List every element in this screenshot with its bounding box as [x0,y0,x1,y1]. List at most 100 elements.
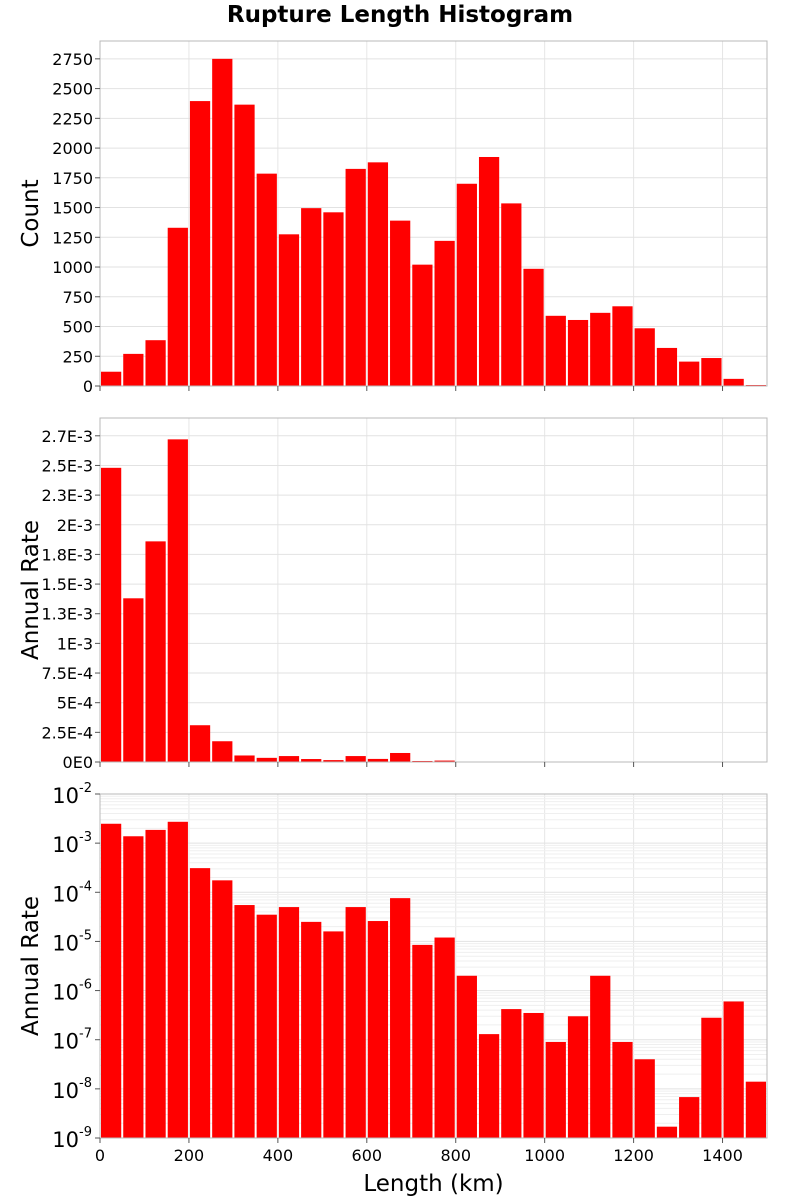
histogram-bar [101,823,122,1138]
y-tick-label: 0 [83,377,93,396]
y-tick-label: 10-5 [52,928,92,955]
x-tick-label: 200 [174,1146,205,1165]
histogram-bar [390,752,411,762]
histogram-bar [501,203,522,386]
y-tick-label: 10-3 [52,830,92,857]
histogram-bar [679,361,700,386]
x-tick-label: 800 [440,1146,471,1165]
histogram-bar [234,755,255,762]
y-tick-label: 250 [62,347,93,366]
histogram-bar [256,757,277,762]
histogram-bar [701,358,722,386]
x-tick-label: 400 [263,1146,294,1165]
x-axis-label: Length (km) [363,1171,503,1197]
histogram-bar [656,1126,678,1138]
y-tick-label: 2.5E-4 [41,723,93,742]
histogram-bar [167,439,188,762]
y-tick-label: 2500 [52,80,93,99]
histogram-bar [101,467,122,762]
y-axis-label: Annual Rate [18,520,44,660]
histogram-bar [345,756,366,762]
histogram-bar [434,937,455,1138]
y-tick-label: 2.7E-3 [41,427,93,446]
histogram-bar [323,931,344,1138]
plot-frame [99,793,768,1139]
histogram-bar [167,821,188,1138]
histogram-bar [323,212,344,386]
y-tick-label: 2.5E-3 [41,456,93,475]
histogram-bar [567,1016,589,1138]
histogram-bar [101,371,122,386]
histogram-bar [434,760,455,762]
histogram-bar [145,541,166,762]
y-tick-label: 0E0 [63,753,93,772]
y-tick-label: 750 [62,288,93,307]
y-tick-label: 1.5E-3 [41,575,93,594]
plot-frame [99,40,768,387]
y-tick-label: 1000 [52,258,93,277]
histogram-bar [278,234,300,386]
x-tick-label: 1400 [702,1146,743,1165]
y-tick-label: 2250 [52,109,93,128]
y-tick-label: 2.3E-3 [41,486,93,505]
y-tick-label: 10-8 [52,1076,92,1103]
histogram-bar [234,104,255,387]
histogram-bar [256,914,277,1138]
histogram-bar [390,220,411,386]
histogram-bar [145,829,166,1138]
y-tick-label: 5E-4 [57,694,93,713]
histogram-bar [390,898,411,1138]
histogram-bar [189,868,211,1138]
y-tick-label: 7.5E-4 [41,664,93,683]
y-tick-label: 10-2 [52,781,92,808]
histogram-bar [523,1012,544,1138]
x-tick-label: 0 [95,1146,105,1165]
panel-1: 0 250 500 750 1000 1250 1500 1750 2000 2250 2500 27… [18,40,768,396]
histogram-bar [567,319,589,386]
histogram-bar [478,1034,500,1138]
histogram-bar [301,208,322,386]
histogram-bar [545,1041,566,1138]
histogram-bar [434,240,455,386]
histogram-bar [412,944,433,1138]
histogram-bar [278,756,300,762]
histogram-bar [367,758,389,762]
panel-2: 0E0 2.5E-4 5E-4 7.5E-4 1E-3 1.3E-3 1.5E-3 1.8E-… [18,417,768,772]
histogram-bar [256,173,277,386]
histogram-bar [278,907,300,1138]
y-tick-label: 1E-3 [57,634,93,653]
histogram-bar [656,347,678,386]
y-tick-label: 10-6 [52,978,92,1005]
histogram-bar [145,340,166,386]
histogram-bar [367,162,389,386]
histogram-bar [723,1001,744,1138]
histogram-bar [634,1059,655,1138]
histogram-bar [212,880,233,1138]
histogram-bar [412,264,433,386]
y-tick-label: 1250 [52,228,93,247]
histogram-bar [189,725,211,762]
x-tick-label: 600 [352,1146,383,1165]
histogram-bar [123,598,144,762]
histogram-bar [612,306,633,386]
histogram-bar [212,741,233,762]
histogram-bar [345,168,366,386]
y-tick-label: 10-9 [52,1125,92,1152]
histogram-bar [123,353,144,386]
y-tick-label: 2000 [52,139,93,158]
panel-3: 10-9 10-8 10-7 10-6 10-5 10-4 10-3 10-2 Annual R… [18,781,768,1197]
histogram-bar [301,759,322,762]
x-tick-label: 1000 [524,1146,565,1165]
histogram-bar [634,328,655,386]
y-tick-label: 10-4 [52,879,92,906]
histogram-bar [189,101,211,387]
histogram-bar [612,1041,633,1138]
histogram-bar [323,760,344,762]
histogram-bar [345,907,366,1138]
histogram-bar [301,921,322,1138]
y-tick-label: 1750 [52,169,93,188]
histogram-bar [234,905,255,1138]
histogram-bar [590,312,611,386]
y-tick-label: 1.3E-3 [41,605,93,624]
